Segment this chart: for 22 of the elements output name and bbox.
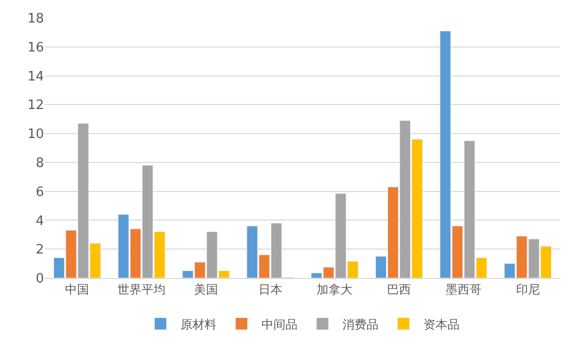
legend-label: 消费品: [342, 317, 378, 332]
y-tick-label: 2: [36, 242, 44, 258]
x-tick-label: 世界平均: [118, 282, 166, 296]
x-tick-label: 中国: [65, 282, 90, 296]
x-tick-label: 加拿大: [316, 282, 353, 296]
y-tick-label: 18: [27, 12, 44, 27]
legend-label: 原材料: [180, 317, 216, 332]
y-tick-label: 0: [36, 272, 44, 287]
x-tick-label: 日本: [258, 282, 282, 296]
y-tick-label: 8: [36, 156, 44, 171]
y-tick-label: 10: [27, 127, 44, 142]
legend-label: 中间品: [262, 317, 298, 332]
legend-label: 资本品: [424, 317, 460, 332]
x-tick-label: 墨西哥: [445, 282, 482, 296]
y-tick-label: 4: [36, 214, 44, 229]
y-tick-label: 6: [36, 184, 44, 200]
y-tick-label: 16: [27, 40, 44, 56]
x-tick-label: 印尼: [516, 282, 540, 296]
y-tick-label: 14: [27, 69, 44, 84]
y-tick-label: 12: [27, 98, 44, 114]
x-tick-label: 美国: [194, 282, 218, 296]
x-tick-label: 巴西: [387, 282, 412, 296]
